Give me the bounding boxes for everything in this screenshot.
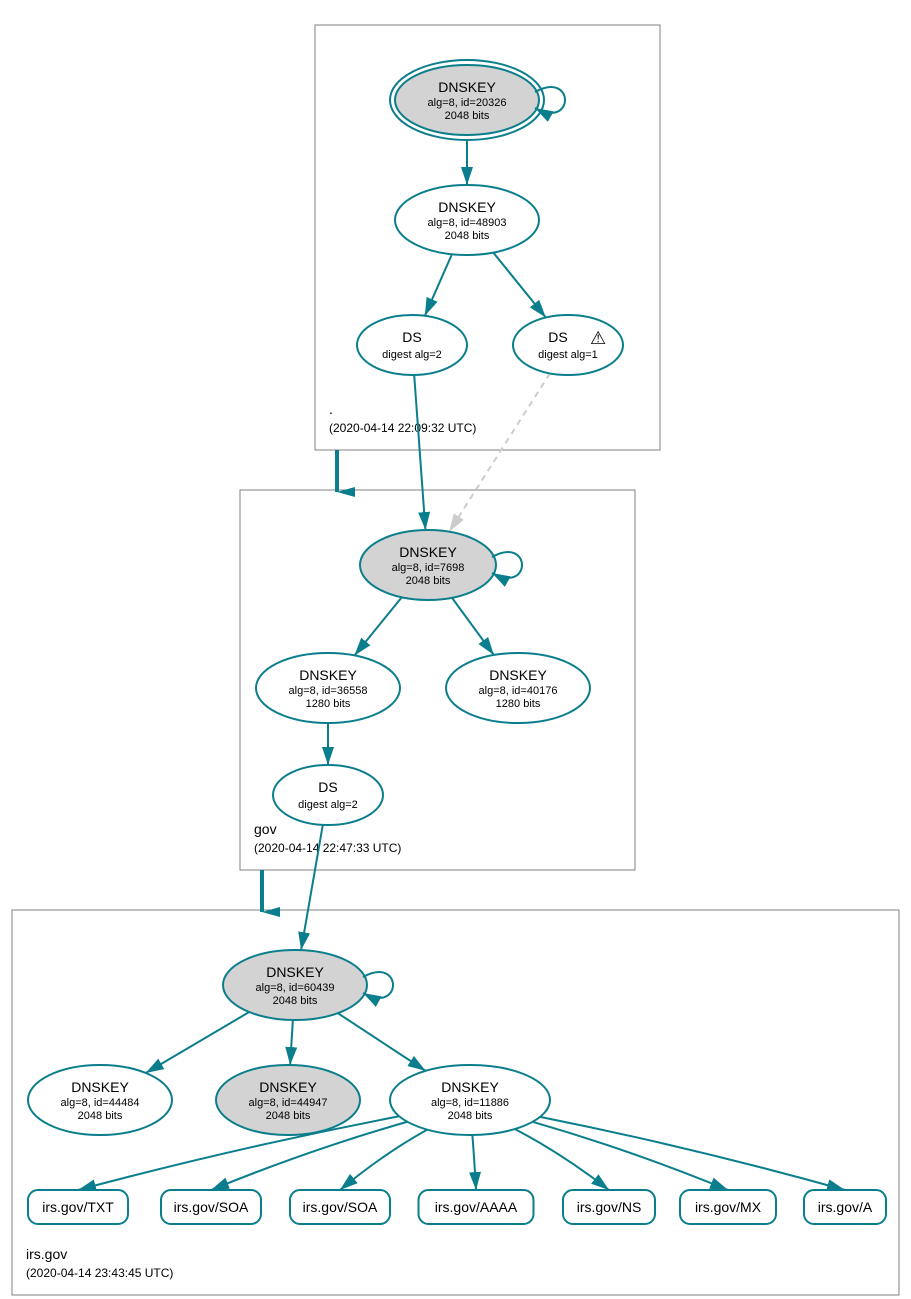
node-gov_ksk: DNSKEY alg=8, id=76982048 bits (360, 530, 522, 600)
svg-text:irs.gov/NS: irs.gov/NS (577, 1199, 642, 1215)
record-2: irs.gov/SOA (290, 1190, 390, 1224)
dnssec-diagram: . (2020-04-14 22:09:32 UTC) gov (2020-04-14… (0, 0, 911, 1299)
edge (425, 254, 452, 316)
node-root_zsk: DNSKEY alg=8, id=489032048 bits (395, 185, 539, 255)
cluster-label-root: . (329, 401, 333, 417)
node-irs_k1: DNSKEY alg=8, id=444842048 bits (28, 1065, 172, 1135)
cluster-timestamp-irs: (2020-04-14 23:43:45 UTC) (26, 1266, 173, 1280)
svg-text:DS: DS (548, 329, 567, 345)
svg-text:DNSKEY: DNSKEY (438, 79, 496, 95)
warning-icon: ⚠ (590, 328, 606, 348)
svg-text:DNSKEY: DNSKEY (259, 1079, 317, 1095)
record-4: irs.gov/NS (563, 1190, 655, 1224)
svg-text:2048 bits: 2048 bits (445, 230, 490, 242)
svg-text:2048 bits: 2048 bits (406, 575, 451, 587)
edge (515, 1129, 609, 1190)
cluster-timestamp-gov: (2020-04-14 22:47:33 UTC) (254, 841, 401, 855)
svg-text:digest alg=2: digest alg=2 (382, 349, 442, 361)
svg-text:DS: DS (402, 329, 421, 345)
svg-text:alg=8, id=48903: alg=8, id=48903 (428, 217, 507, 229)
node-root_ds2: DS digest alg=2 (357, 315, 467, 375)
svg-text:DNSKEY: DNSKEY (489, 667, 547, 683)
svg-text:DNSKEY: DNSKEY (71, 1079, 129, 1095)
edge (449, 373, 550, 531)
record-5: irs.gov/MX (680, 1190, 776, 1224)
svg-text:alg=8, id=40176: alg=8, id=40176 (479, 685, 558, 697)
node-irs_k3: DNSKEY alg=8, id=118862048 bits (390, 1065, 550, 1135)
node-root_ksk: DNSKEY alg=8, id=203262048 bits (390, 60, 565, 140)
svg-text:irs.gov/MX: irs.gov/MX (695, 1199, 762, 1215)
edge (472, 1135, 476, 1190)
svg-text:alg=8, id=60439: alg=8, id=60439 (256, 982, 335, 994)
svg-text:alg=8, id=44947: alg=8, id=44947 (249, 1097, 328, 1109)
svg-text:DNSKEY: DNSKEY (399, 544, 457, 560)
edge (146, 1012, 249, 1073)
edge (493, 253, 545, 318)
record-0: irs.gov/TXT (28, 1190, 128, 1224)
svg-text:1280 bits: 1280 bits (306, 698, 351, 710)
svg-text:2048 bits: 2048 bits (78, 1110, 123, 1122)
svg-text:irs.gov/A: irs.gov/A (818, 1199, 873, 1215)
svg-text:alg=8, id=44484: alg=8, id=44484 (61, 1097, 140, 1109)
node-gov_zsk2: DNSKEY alg=8, id=401761280 bits (446, 653, 590, 723)
record-3: irs.gov/AAAA (419, 1190, 534, 1224)
edge (540, 1117, 845, 1190)
svg-text:irs.gov/SOA: irs.gov/SOA (303, 1199, 378, 1215)
svg-text:alg=8, id=11886: alg=8, id=11886 (431, 1097, 509, 1109)
svg-text:alg=8, id=7698: alg=8, id=7698 (392, 562, 465, 574)
svg-text:DNSKEY: DNSKEY (266, 964, 324, 980)
node-gov_ds: DS digest alg=2 (273, 765, 383, 825)
cluster-label-irs: irs.gov (26, 1246, 67, 1262)
svg-text:irs.gov/TXT: irs.gov/TXT (42, 1199, 114, 1215)
node-gov_zsk1: DNSKEY alg=8, id=365581280 bits (256, 653, 400, 723)
cluster-timestamp-root: (2020-04-14 22:09:32 UTC) (329, 421, 476, 435)
svg-text:digest alg=2: digest alg=2 (298, 799, 358, 811)
svg-text:DNSKEY: DNSKEY (441, 1079, 499, 1095)
record-1: irs.gov/SOA (161, 1190, 261, 1224)
edge (290, 1020, 293, 1065)
edge (354, 597, 401, 655)
node-irs_k2: DNSKEY alg=8, id=449472048 bits (216, 1065, 360, 1135)
node-irs_ksk: DNSKEY alg=8, id=604392048 bits (223, 950, 393, 1020)
svg-text:irs.gov/AAAA: irs.gov/AAAA (435, 1199, 518, 1215)
record-6: irs.gov/A (804, 1190, 886, 1224)
svg-text:irs.gov/SOA: irs.gov/SOA (174, 1199, 249, 1215)
node-root_ds1: DS ⚠digest alg=1 (513, 315, 623, 375)
svg-text:DNSKEY: DNSKEY (438, 199, 496, 215)
svg-text:2048 bits: 2048 bits (266, 1110, 311, 1122)
svg-text:DS: DS (318, 779, 337, 795)
svg-text:DNSKEY: DNSKEY (299, 667, 357, 683)
edge (452, 598, 494, 655)
cluster-label-gov: gov (254, 821, 277, 837)
svg-text:1280 bits: 1280 bits (496, 698, 541, 710)
svg-text:alg=8, id=36558: alg=8, id=36558 (289, 685, 368, 697)
svg-text:alg=8, id=20326: alg=8, id=20326 (428, 97, 507, 109)
svg-text:2048 bits: 2048 bits (445, 110, 490, 122)
svg-text:2048 bits: 2048 bits (273, 995, 318, 1007)
svg-text:2048 bits: 2048 bits (448, 1110, 493, 1122)
edge (338, 1013, 426, 1071)
edge (414, 375, 425, 530)
svg-text:digest alg=1: digest alg=1 (538, 349, 598, 361)
